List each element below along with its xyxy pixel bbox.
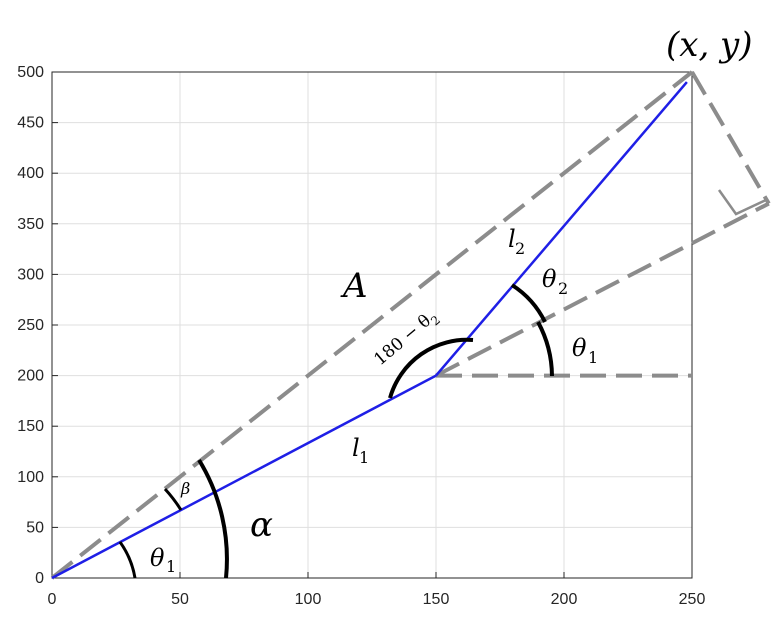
label-l1: l 1 xyxy=(352,434,369,467)
x-tick-label: 0 xyxy=(48,591,57,608)
label-theta1-elbow: θ 1 xyxy=(572,334,598,367)
x-tick-label: 100 xyxy=(295,591,322,608)
x-axis-ticks: 0 50 100 150 200 250 xyxy=(48,572,706,608)
label-beta: β xyxy=(180,479,190,498)
dashed-construction-lines xyxy=(50,70,771,580)
y-tick-label: 500 xyxy=(17,64,44,81)
dashed-line xyxy=(690,70,771,205)
arc-theta2 xyxy=(510,283,547,323)
label-theta1-elbow-symbol: θ xyxy=(572,334,587,362)
label-l1-symbol: l xyxy=(352,434,360,462)
y-tick-label: 400 xyxy=(17,165,44,182)
right-angle-marker xyxy=(717,189,767,216)
arm-segments xyxy=(51,81,688,580)
y-tick-label: 350 xyxy=(17,216,44,233)
dashed-line xyxy=(435,201,770,378)
arc-theta1-elbow xyxy=(536,321,554,377)
x-tick-label: 250 xyxy=(679,591,706,608)
label-l2: l 2 xyxy=(508,225,525,258)
y-tick-label: 100 xyxy=(17,469,44,486)
label-theta2-subscript: 2 xyxy=(558,279,568,298)
label-point-xy: (x, y) xyxy=(666,25,753,65)
label-l2-subscript: 2 xyxy=(515,239,525,258)
label-theta1-base: θ 1 xyxy=(150,544,176,576)
y-tick-label: 200 xyxy=(17,368,44,385)
label-theta2-symbol: θ xyxy=(542,265,557,293)
label-l1-subscript: 1 xyxy=(359,448,369,467)
y-tick-label: 450 xyxy=(17,115,44,132)
x-tick-label: 200 xyxy=(551,591,578,608)
arm-segment-1 xyxy=(51,374,437,580)
label-l2-symbol: l xyxy=(508,225,516,253)
y-tick-label: 250 xyxy=(17,317,44,334)
y-tick-label: 300 xyxy=(17,266,44,283)
x-tick-label: 50 xyxy=(171,591,189,608)
x-tick-label: 150 xyxy=(423,591,450,608)
label-theta1-base-subscript: 1 xyxy=(166,557,176,576)
label-A: A xyxy=(340,266,368,306)
arc-supplementary xyxy=(388,337,474,399)
label-theta1-base-symbol: θ xyxy=(150,544,165,572)
y-tick-label: 150 xyxy=(17,418,44,435)
label-theta2: θ 2 xyxy=(542,265,568,298)
arc-alpha xyxy=(197,458,229,579)
y-tick-label: 50 xyxy=(26,519,44,536)
arc-beta xyxy=(163,487,183,511)
label-theta1-elbow-subscript: 1 xyxy=(588,348,598,367)
arc-theta1-base xyxy=(118,541,137,579)
dashed-line xyxy=(50,70,694,580)
arm-segment-2 xyxy=(435,81,688,377)
y-tick-label: 0 xyxy=(35,570,44,587)
label-alpha: α xyxy=(250,505,273,545)
axes-box xyxy=(51,71,693,579)
y-axis-ticks: 0 50 100 150 200 250 300 350 400 450 500 xyxy=(17,64,58,587)
